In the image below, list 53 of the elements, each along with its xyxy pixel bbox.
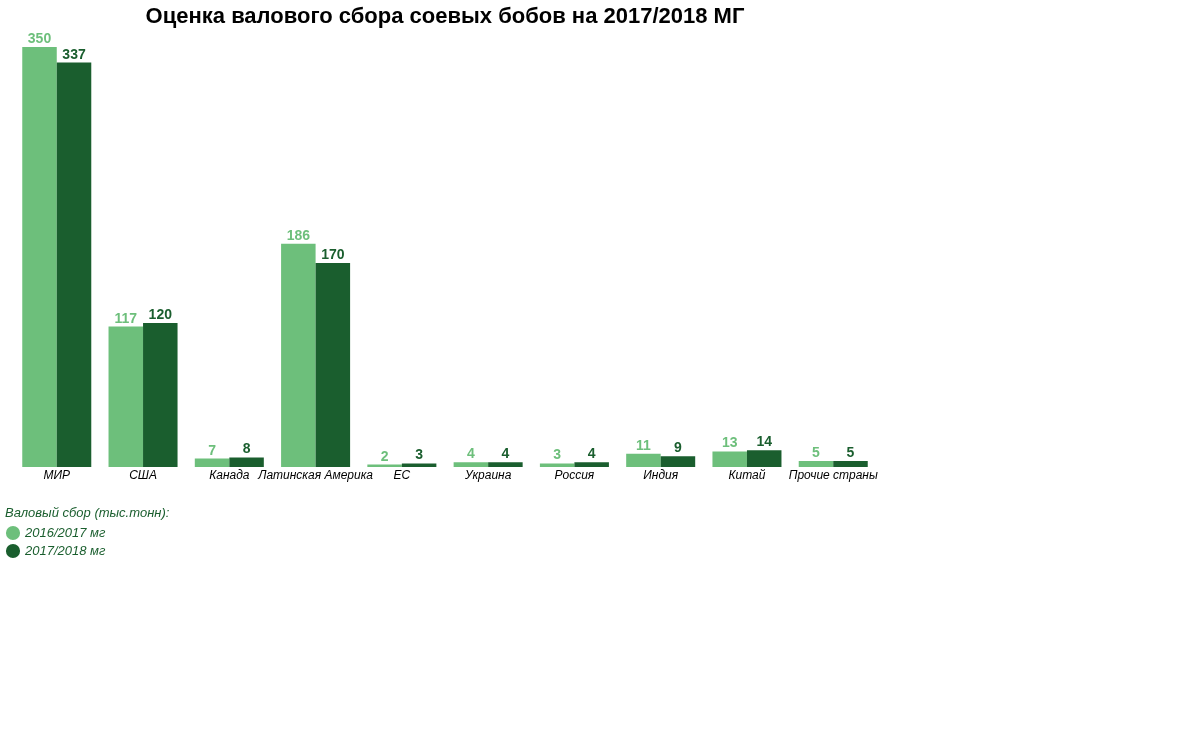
x-tick-label: Украина: [463, 467, 512, 482]
data-label: 350: [27, 30, 52, 46]
bar: [143, 323, 178, 467]
x-tick-label: ЕС: [393, 467, 411, 482]
data-label: 5: [812, 444, 821, 460]
bar: [746, 450, 782, 467]
data-label: 8: [242, 440, 251, 457]
data-label: 9: [674, 439, 683, 456]
data-label: 11: [636, 436, 652, 453]
bar: [488, 462, 523, 467]
legend-label: 2016/2017 мг: [24, 525, 106, 540]
data-label: 170: [321, 246, 345, 262]
data-label: 3: [553, 446, 562, 463]
chart-title: Оценка валового сбора соевых бобов на 2017/2018 МГ: [145, 3, 745, 28]
bar: [626, 453, 661, 467]
legend-title: Валовый сбор (тыс.тонн):: [5, 505, 170, 520]
data-label: 337: [62, 45, 86, 62]
data-label: 2: [380, 447, 389, 464]
data-label: 117: [114, 309, 138, 326]
bar: [401, 463, 437, 467]
bar: [229, 457, 264, 467]
bar: [22, 47, 57, 467]
x-tick-label: Прочие страны: [788, 467, 878, 482]
data-label: 4: [587, 445, 596, 462]
data-label: 3: [415, 446, 424, 463]
data-label: 120: [148, 306, 173, 322]
bar: [539, 463, 575, 467]
bar: [660, 456, 696, 467]
x-tick-label: Индия: [643, 467, 679, 482]
x-tick-label: Китай: [728, 467, 766, 482]
x-tick-label: Канада: [209, 467, 250, 482]
x-tick-label: Россия: [554, 467, 595, 482]
data-label: 13: [721, 434, 738, 451]
bar: [315, 263, 351, 467]
data-label: 4: [501, 445, 510, 462]
bar: [281, 243, 316, 467]
bar: [194, 458, 230, 467]
data-label: 186: [286, 226, 311, 243]
bar: [56, 62, 92, 467]
data-label: 14: [756, 433, 773, 450]
data-label: 5: [846, 444, 855, 460]
bar: [453, 462, 489, 467]
bar: [833, 461, 868, 467]
bar: [712, 451, 747, 467]
x-tick-label: США: [129, 467, 157, 482]
bar: [574, 462, 609, 467]
bar: [798, 461, 834, 467]
legend-label: 2017/2018 мг: [24, 543, 106, 558]
bar: [108, 326, 144, 467]
x-tick-label: МИР: [43, 467, 71, 482]
data-label: 4: [466, 445, 475, 462]
x-tick-label: Латинская Америка: [257, 467, 374, 482]
data-label: 7: [208, 441, 217, 458]
